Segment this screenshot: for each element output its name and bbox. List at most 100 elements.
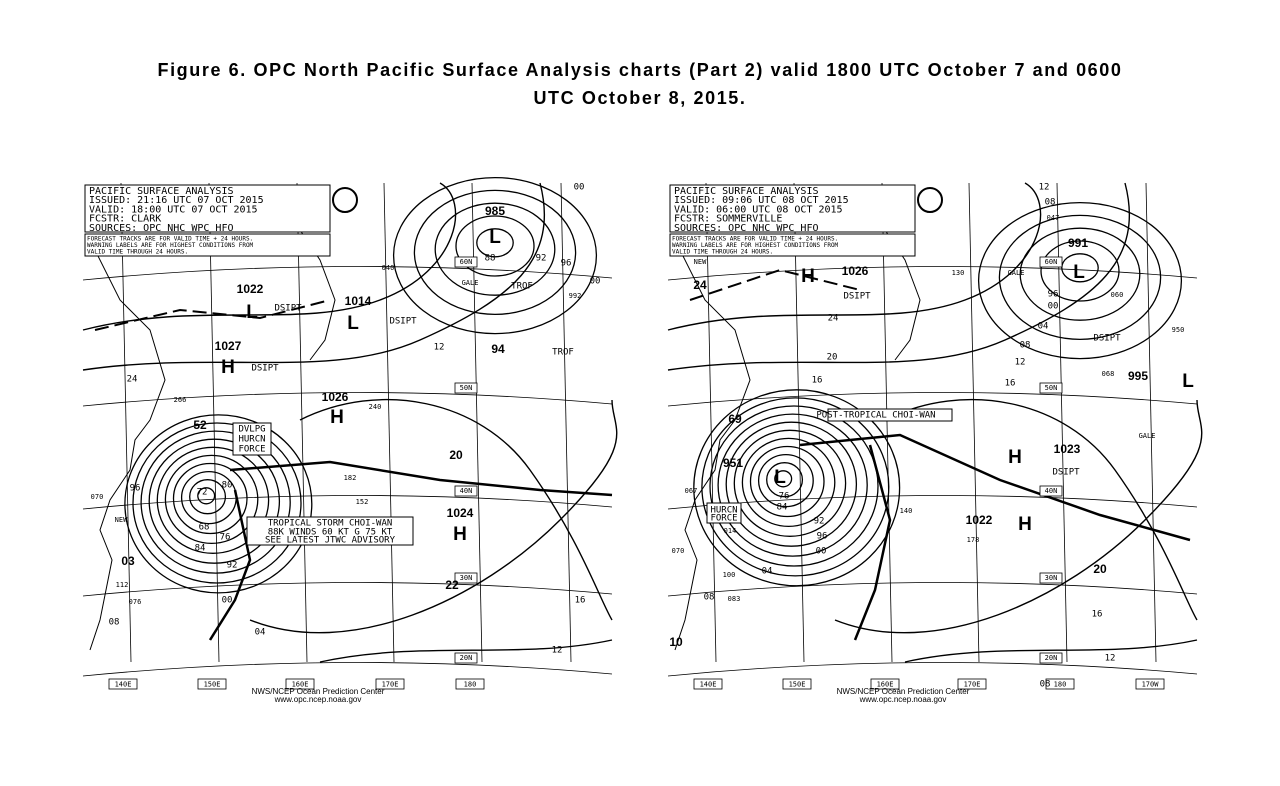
footer-line: NWS/NCEP Ocean Prediction Center bbox=[837, 687, 970, 696]
parallel bbox=[667, 495, 1198, 510]
header-box bbox=[84, 184, 331, 233]
map-label: 152 bbox=[356, 498, 369, 506]
lat-box bbox=[1039, 485, 1063, 497]
map-label: GALE bbox=[462, 279, 479, 287]
isobar bbox=[741, 437, 836, 528]
isobar bbox=[299, 398, 613, 621]
header-line: VALID: 18:00 UTC 07 OCT 2015 bbox=[89, 204, 258, 215]
map-label: 00 bbox=[574, 183, 585, 193]
latitude-label: 40N bbox=[1045, 487, 1058, 495]
longitude-label: 140E bbox=[700, 681, 717, 689]
isobar bbox=[709, 405, 879, 567]
lat-box bbox=[454, 652, 478, 664]
isobar bbox=[164, 454, 259, 545]
isobar bbox=[717, 413, 868, 557]
map-label: 96 bbox=[817, 532, 828, 542]
latitude-label: 50N bbox=[460, 384, 473, 392]
map-label: TROF bbox=[552, 348, 574, 358]
isobar bbox=[904, 639, 1198, 663]
parallel bbox=[82, 392, 613, 407]
latitude-label: 30N bbox=[460, 574, 473, 582]
latitude-label: 50N bbox=[1045, 384, 1058, 392]
map-label: H bbox=[330, 407, 344, 428]
header-line: SOURCES: OPC NHC WPC HFO bbox=[89, 223, 234, 234]
map-label: 20 bbox=[1093, 562, 1107, 576]
map-label: 94 bbox=[491, 342, 505, 356]
map-label: 08 bbox=[109, 618, 120, 628]
parallel bbox=[82, 662, 613, 677]
map-label: 995 bbox=[1128, 369, 1148, 383]
map-label: 52 bbox=[193, 418, 207, 432]
lat-box bbox=[454, 485, 478, 497]
map-label: GALE bbox=[1139, 432, 1156, 440]
isobar bbox=[148, 438, 281, 564]
isobar bbox=[413, 189, 577, 316]
map-label: 20 bbox=[449, 448, 463, 462]
map-label: 68 bbox=[199, 523, 210, 533]
isobar bbox=[392, 176, 598, 335]
lon-box bbox=[693, 678, 723, 690]
map-label: 1022 bbox=[237, 282, 264, 296]
map-label: 070 bbox=[91, 493, 104, 501]
latitude-label: 20N bbox=[1045, 654, 1058, 662]
isobar bbox=[455, 215, 535, 277]
map-label: 04 bbox=[255, 628, 266, 638]
isobar bbox=[733, 429, 847, 537]
isobar bbox=[884, 398, 1198, 621]
map-label: DSIPT bbox=[251, 364, 279, 374]
lat-box bbox=[1039, 382, 1063, 394]
parallel bbox=[667, 582, 1198, 597]
parallel bbox=[82, 582, 613, 597]
isobar bbox=[319, 639, 613, 663]
map-label: 76 bbox=[220, 533, 231, 543]
map-label: L bbox=[1182, 371, 1194, 392]
map-label: 92 bbox=[536, 254, 547, 264]
map-label: 69 bbox=[728, 412, 742, 426]
note-line: VALID TIME THROUGH 24 HOURS. bbox=[672, 249, 773, 256]
header-line: ISSUED: 21:16 UTC 07 OCT 2015 bbox=[89, 195, 264, 206]
map-label: 12 bbox=[1039, 183, 1050, 193]
longitude-label: 150E bbox=[789, 681, 806, 689]
lon-box bbox=[870, 678, 900, 690]
map-label: 16 bbox=[1005, 379, 1016, 389]
map-label: 03 bbox=[121, 554, 135, 568]
noaa-logo bbox=[332, 187, 358, 213]
map-label: DSIPT bbox=[843, 292, 871, 302]
map-label: 100 bbox=[723, 571, 736, 579]
title-line: UTC October 8, 2015. bbox=[533, 88, 747, 108]
front bbox=[208, 489, 252, 641]
map-label: POST-TROPICAL CHOI-WAN bbox=[816, 411, 935, 421]
isobar bbox=[701, 397, 890, 577]
isobar bbox=[667, 182, 1130, 371]
map-label: 12 bbox=[434, 343, 445, 353]
map-label: 96 bbox=[561, 259, 572, 269]
figure-title: Figure 6. OPC North Pacific Surface Anal… bbox=[60, 56, 1220, 112]
map-label: 20 bbox=[827, 353, 838, 363]
isobar bbox=[725, 421, 858, 547]
lon-box bbox=[957, 678, 987, 690]
map-label: 84 bbox=[195, 544, 206, 554]
lon-box bbox=[1045, 678, 1075, 690]
isobar bbox=[249, 399, 618, 634]
map-label: 1024 bbox=[447, 506, 474, 520]
isobar bbox=[197, 487, 216, 505]
note-line: FORECAST TRACKS ARE FOR VALID TIME + 24 … bbox=[672, 236, 838, 243]
map-label: 951 bbox=[723, 456, 743, 470]
map-label: 112 bbox=[116, 581, 129, 589]
longitude-label: 180 bbox=[1054, 681, 1067, 689]
lat-box bbox=[454, 572, 478, 584]
map-label: DSIPT bbox=[1093, 334, 1121, 344]
map-label: 266 bbox=[174, 396, 187, 404]
lat-box bbox=[1039, 652, 1063, 664]
map-label: 08 bbox=[704, 593, 715, 603]
map-label: 16 bbox=[812, 376, 823, 386]
lon-box bbox=[1135, 678, 1165, 690]
map-label: 24 bbox=[127, 375, 138, 385]
note-line: WARNING LABELS ARE FOR HIGHEST CONDITION… bbox=[87, 242, 254, 249]
footer-line: www.opc.ncep.noaa.gov bbox=[859, 695, 947, 704]
isobar bbox=[172, 462, 248, 535]
isobar bbox=[977, 201, 1183, 360]
